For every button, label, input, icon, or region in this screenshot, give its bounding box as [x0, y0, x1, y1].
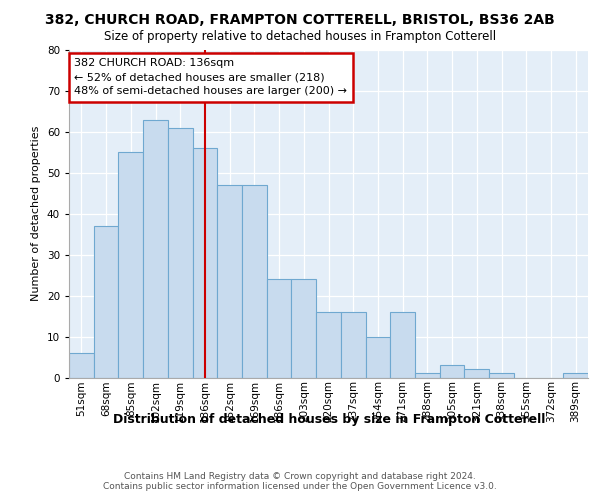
Text: Contains public sector information licensed under the Open Government Licence v3: Contains public sector information licen…: [103, 482, 497, 491]
Bar: [242, 185, 267, 378]
Text: Distribution of detached houses by size in Frampton Cotterell: Distribution of detached houses by size …: [113, 412, 545, 426]
Bar: [316, 312, 341, 378]
Text: Size of property relative to detached houses in Frampton Cotterell: Size of property relative to detached ho…: [104, 30, 496, 43]
Bar: [489, 374, 514, 378]
Bar: [168, 128, 193, 378]
Bar: [390, 312, 415, 378]
Bar: [563, 374, 588, 378]
Bar: [440, 365, 464, 378]
Y-axis label: Number of detached properties: Number of detached properties: [31, 126, 41, 302]
Text: 382 CHURCH ROAD: 136sqm
← 52% of detached houses are smaller (218)
48% of semi-d: 382 CHURCH ROAD: 136sqm ← 52% of detache…: [74, 58, 347, 96]
Bar: [69, 353, 94, 378]
Bar: [292, 279, 316, 378]
Bar: [415, 374, 440, 378]
Bar: [143, 120, 168, 378]
Bar: [118, 152, 143, 378]
Bar: [217, 185, 242, 378]
Text: 382, CHURCH ROAD, FRAMPTON COTTERELL, BRISTOL, BS36 2AB: 382, CHURCH ROAD, FRAMPTON COTTERELL, BR…: [45, 12, 555, 26]
Bar: [365, 336, 390, 378]
Bar: [193, 148, 217, 378]
Text: Contains HM Land Registry data © Crown copyright and database right 2024.: Contains HM Land Registry data © Crown c…: [124, 472, 476, 481]
Bar: [464, 370, 489, 378]
Bar: [267, 279, 292, 378]
Bar: [341, 312, 365, 378]
Bar: [94, 226, 118, 378]
